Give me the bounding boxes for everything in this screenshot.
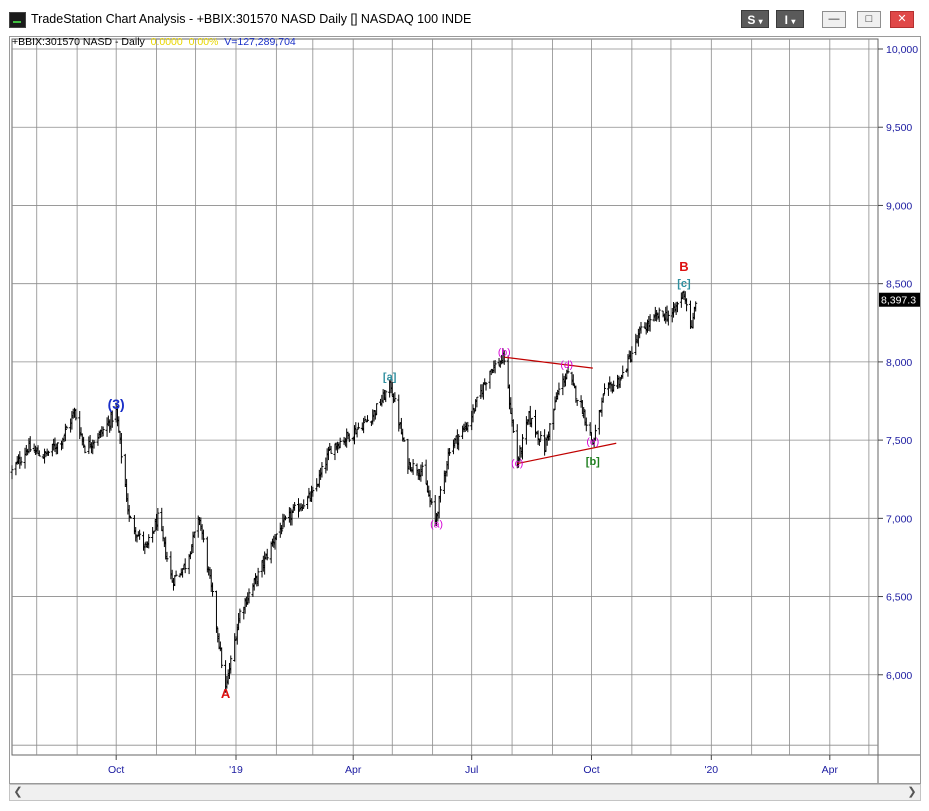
wave-label: (a) xyxy=(430,519,443,531)
price-axis: 6,000 6,500 7,000 7,500 8,000 8,500 9,000 9,500… xyxy=(878,44,920,682)
restore-icon: □ xyxy=(865,13,873,25)
price-bars xyxy=(10,290,698,693)
minimize-button[interactable]: — xyxy=(822,11,846,28)
wave-label: (d) xyxy=(560,359,573,371)
minimize-icon: — xyxy=(828,13,840,25)
chart-window[interactable]: (3) A [a] (a) (b) (c) (d) (e) [b] [c] B 6,000 6,500… xyxy=(9,36,921,784)
time-tick-label: Apr xyxy=(345,764,362,776)
last-price-label: 8,397.3 xyxy=(881,295,916,307)
wave-label: (c) xyxy=(511,458,523,470)
scroll-left-arrow-icon[interactable]: ❮ xyxy=(13,786,23,798)
price-tick-label: 8,500 xyxy=(886,279,912,291)
time-tick-label: '19 xyxy=(229,764,243,776)
chevron-down-icon: ▾ xyxy=(791,17,796,26)
wave-label: (e) xyxy=(586,436,599,448)
restore-button[interactable]: □ xyxy=(857,11,881,28)
wave-label: A xyxy=(221,686,231,701)
wave-label: B xyxy=(679,259,688,274)
time-axis: Oct '19 Apr Jul Oct '20 Apr xyxy=(108,755,838,776)
status-change: 0.0000 xyxy=(150,36,183,48)
scroll-right-arrow-icon[interactable]: ❯ xyxy=(907,786,917,798)
status-volume: V=127,289,704 xyxy=(224,36,296,48)
wave-label: [a] xyxy=(383,372,397,384)
triangle-trendlines xyxy=(504,356,617,465)
tradestation-app-icon xyxy=(9,12,26,28)
close-icon: ✕ xyxy=(897,13,907,25)
time-tick-label: Oct xyxy=(108,764,124,776)
price-tick-label: 6,500 xyxy=(886,592,912,604)
price-tick-label: 9,500 xyxy=(886,122,912,134)
plot-border xyxy=(11,38,879,756)
grid-lines xyxy=(11,38,920,783)
time-tick-label: '20 xyxy=(704,764,718,776)
price-tick-label: 7,500 xyxy=(886,435,912,447)
time-tick-label: Apr xyxy=(822,764,839,776)
wave-label: [b] xyxy=(586,456,600,468)
price-tick-label: 9,000 xyxy=(886,200,912,212)
status-line: +BBIX:301570 NASD - Daily 0.0000 0.00% V… xyxy=(12,36,296,48)
trendline xyxy=(517,442,617,465)
i-button-label: I xyxy=(784,13,788,27)
s-dropdown-button[interactable]: S ▾ xyxy=(741,10,769,28)
window-title: TradeStation Chart Analysis - +BBIX:3015… xyxy=(31,12,472,26)
i-dropdown-button[interactable]: I ▾ xyxy=(776,10,804,28)
status-change-pct: 0.00% xyxy=(188,36,219,48)
wave-label: [c] xyxy=(677,278,691,290)
status-symbol: +BBIX:301570 NASD - Daily xyxy=(12,36,145,48)
time-tick-label: Jul xyxy=(465,764,478,776)
price-tick-label: 7,000 xyxy=(886,513,912,525)
wave-labels: (3) A [a] (a) (b) (c) (d) (e) [b] [c] B xyxy=(108,259,691,701)
title-bar: TradeStation Chart Analysis - +BBIX:3015… xyxy=(0,0,929,36)
trendline xyxy=(504,356,593,369)
s-button-label: S xyxy=(747,13,756,27)
close-button[interactable]: ✕ xyxy=(890,11,914,28)
price-tick-label: 10,000 xyxy=(886,44,918,56)
horizontal-scrollbar[interactable]: ❮ ❯ xyxy=(9,784,921,801)
wave-label: (b) xyxy=(498,347,511,359)
price-tick-label: 6,000 xyxy=(886,670,912,682)
price-tick-label: 8,000 xyxy=(886,357,912,369)
chevron-down-icon: ▾ xyxy=(758,17,763,26)
price-chart[interactable]: (3) A [a] (a) (b) (c) (d) (e) [b] [c] B 6,000 6,500… xyxy=(10,37,920,783)
wave-label: (3) xyxy=(108,396,125,412)
time-tick-label: Oct xyxy=(583,764,599,776)
last-price-marker xyxy=(879,292,920,307)
